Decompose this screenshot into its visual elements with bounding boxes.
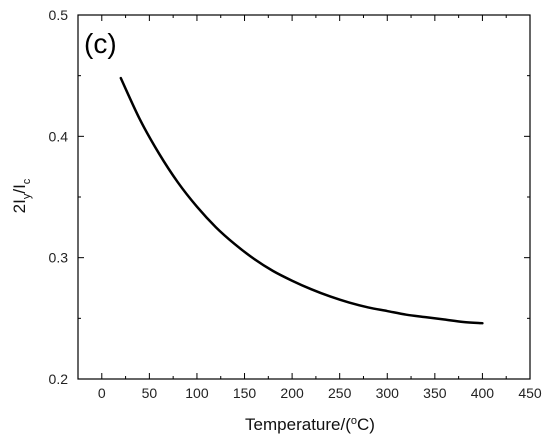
y-axis-title: 2Iy/Ic: [10, 178, 33, 213]
x-tick-label: 50: [142, 385, 158, 401]
y-tick-label: 0.4: [49, 128, 69, 144]
x-tick-label: 450: [518, 385, 542, 401]
series-line: [119, 76, 484, 325]
x-tick-label: 250: [328, 385, 352, 401]
x-axis-title: Temperature/(oC): [245, 415, 375, 434]
x-tick-label: 100: [185, 385, 209, 401]
x-axis-ticks: 0 50 100 150 200 250 300 350 400 450: [77, 15, 542, 401]
y-tick-label: 0.3: [49, 250, 69, 266]
x-tick-label: 400: [471, 385, 495, 401]
plot-frame: [77, 14, 531, 380]
x-tick-label: 150: [233, 385, 257, 401]
y-tick-label: 0.2: [49, 371, 69, 387]
y-axis-ticks: 0.2 0.3 0.4 0.5: [49, 7, 530, 387]
series-group: [119, 76, 484, 325]
x-tick-label: 350: [423, 385, 447, 401]
y-tick-label: 0.5: [49, 7, 69, 23]
panel-label: (c): [84, 28, 117, 59]
x-tick-label: 0: [98, 385, 106, 401]
x-tick-label: 300: [376, 385, 400, 401]
x-tick-label: 200: [280, 385, 304, 401]
